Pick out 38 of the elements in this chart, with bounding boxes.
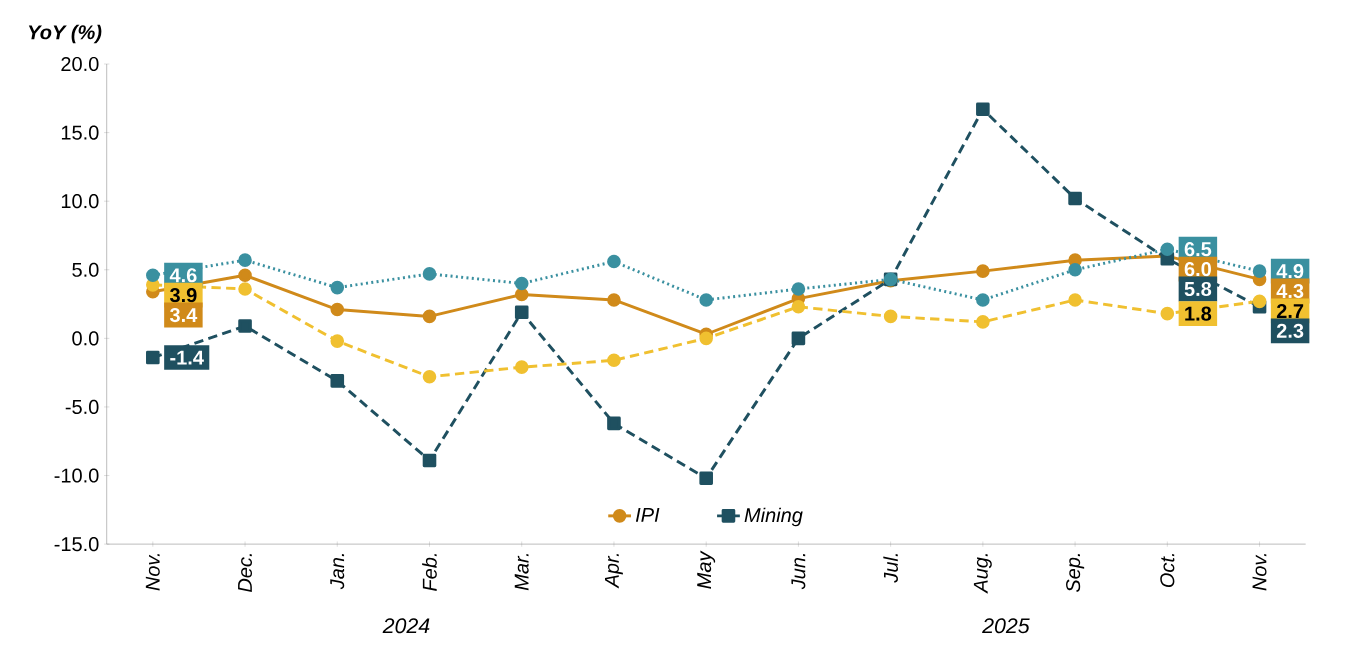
legend-label: IPI [635, 507, 660, 522]
x-tick-label: Oct. [1160, 553, 1175, 587]
text: 2024 [382, 617, 430, 634]
x-tick-label: Jul. [883, 553, 898, 583]
data-label: 3.4 [169, 307, 198, 322]
data-label: 4.3 [1276, 283, 1304, 298]
data-label: 2.3 [1276, 323, 1304, 338]
x-tick-label: Jun. [791, 553, 806, 590]
x-tick-label: Sep. [1066, 553, 1085, 592]
y-tick-label: 10.0 [61, 193, 99, 209]
x-tick-label: Feb. [422, 553, 437, 591]
x-tick-label: Nov. [1252, 553, 1267, 591]
y-tick-label: 15.0 [61, 125, 99, 140]
legend-label: Mining [744, 507, 803, 527]
x-tick-label: Mar. [514, 553, 529, 590]
text: 2025 [982, 617, 1030, 634]
y-tick-label: -15.0 [54, 536, 99, 551]
x-tick-label: Nov. [145, 553, 160, 591]
data-label: 1.8 [1185, 306, 1212, 321]
x-tick-label: May [697, 550, 716, 589]
y-axis-title: YoY (%) [28, 24, 102, 44]
data-label: 6.5 [1184, 241, 1212, 257]
y-tick-label: 20.0 [61, 56, 99, 71]
x-tick-label: Jan. [330, 553, 345, 590]
y-tick-label: 0.0 [72, 331, 99, 346]
data-label: 4.9 [1276, 263, 1304, 278]
y-tick-label: -5.0 [65, 399, 99, 414]
y-tick-label: 5.0 [72, 262, 99, 277]
data-label: -1.4 [170, 350, 204, 365]
data-label: 4.6 [169, 267, 197, 283]
y-tick-label: -10.0 [54, 468, 99, 483]
data-label: 5.8 [1184, 281, 1212, 296]
data-label: 3.9 [169, 287, 197, 303]
x-tick-label: Dec. [238, 553, 253, 592]
data-label: 2.7 [1276, 303, 1304, 318]
x-tick-label: Aug. [973, 553, 992, 594]
x-tick-label: Apr. [605, 553, 623, 589]
data-label: 6.0 [1184, 261, 1211, 276]
